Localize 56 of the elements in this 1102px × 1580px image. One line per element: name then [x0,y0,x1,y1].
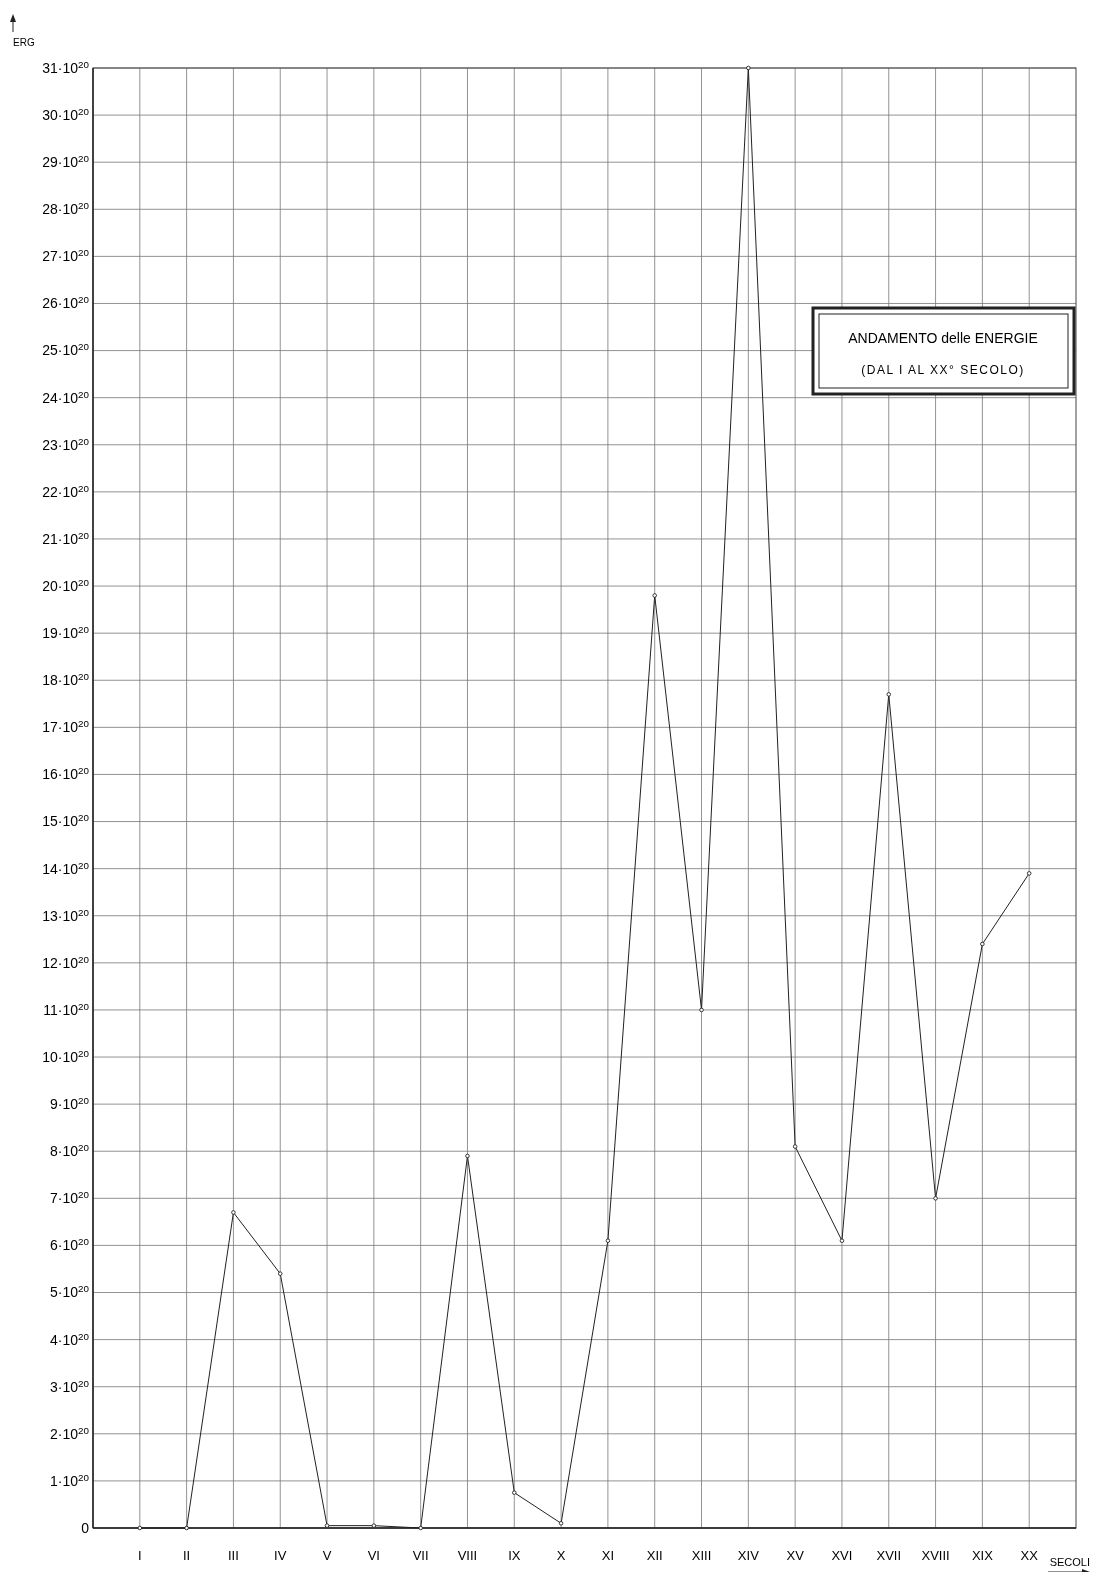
y-tick-label: 2·10$^{20}$ [50,1424,90,1442]
x-tick-label: XI [601,1548,615,1563]
y-tick-label: 24·10$^{20}$ [42,388,90,406]
x-tick-label: XX [1020,1548,1039,1563]
y-tick-label: 27·10$^{20}$ [42,246,90,265]
x-tick-label: IX [508,1548,521,1563]
y-tick-label: 15·10$^{20}$ [42,811,90,830]
x-tick-label: VI [367,1548,381,1563]
y-tick-label: 26·10$^{20}$ [42,293,90,312]
y-tick-label: 28·10$^{20}$ [42,199,90,218]
y-tick-label: 7·10$^{20}$ [50,1188,90,1207]
x-tick-label: VIII [457,1548,478,1563]
y-tick-label: 17·10$^{20}$ [42,717,90,736]
y-tick-label: 30·10$^{20}$ [42,105,90,123]
y-tick-label: 22·10$^{20}$ [42,482,90,500]
x-tick-label: VII [412,1548,429,1563]
x-tick-label: XVIII [921,1548,950,1563]
y-tick-label: 21·10$^{20}$ [42,529,90,547]
x-axis-title: SECOLI [1049,1556,1090,1568]
x-tick-label: XVI [831,1548,853,1563]
x-tick-label: XV [786,1548,805,1563]
text: ANDAMENTO delle ENERGIE [848,330,1038,346]
y-tick-label: 19·10$^{20}$ [42,623,90,642]
x-tick-label: I [138,1548,142,1563]
y-tick-label: 10·10$^{20}$ [42,1047,90,1065]
y-tick-label: 31·10$^{20}$ [42,58,90,76]
y-tick-label: 25·10$^{20}$ [42,340,90,359]
y-tick-label: 5·10$^{20}$ [50,1282,90,1301]
y-tick-label: 11·10$^{20}$ [43,1000,90,1018]
x-tick-label: XIX [971,1548,994,1563]
y-tick-label: 20·10$^{20}$ [42,576,90,594]
x-tick-label: X [556,1548,566,1563]
y-tick-label: 16·10$^{20}$ [42,764,90,783]
y-tick-label: 6·10$^{20}$ [50,1235,90,1254]
y-tick-label: 3·10$^{20}$ [50,1377,90,1395]
y-tick-label: 23·10$^{20}$ [42,435,90,453]
y-tick-label: 8·10$^{20}$ [50,1141,90,1160]
y-tick-label: 4·10$^{20}$ [50,1330,90,1348]
y-tick-label: 13·10$^{20}$ [42,906,90,924]
x-tick-label: XII [646,1548,663,1563]
x-tick-label: XIV [737,1548,760,1563]
y-axis-title: ERG [13,37,35,48]
y-tick-label: 18·10$^{20}$ [42,670,90,689]
text: (DAL I AL XX° SECOLO) [861,363,1025,377]
x-tick-label: XVII [876,1548,902,1563]
x-tick-label: III [228,1548,239,1563]
y-tick-label: 14·10$^{20}$ [42,859,90,877]
x-tick-label: XIII [691,1548,712,1563]
y-tick-label: 29·10$^{20}$ [42,152,90,171]
y-tick-label: 9·10$^{20}$ [50,1094,90,1113]
y-tick-label: 1·10$^{20}$ [50,1471,90,1489]
y-tick-label: 12·10$^{20}$ [42,953,90,971]
x-tick-label: V [322,1548,332,1563]
x-tick-label: II [183,1548,191,1563]
y-tick-label: 0 [81,1519,90,1536]
x-tick-label: IV [274,1548,287,1563]
